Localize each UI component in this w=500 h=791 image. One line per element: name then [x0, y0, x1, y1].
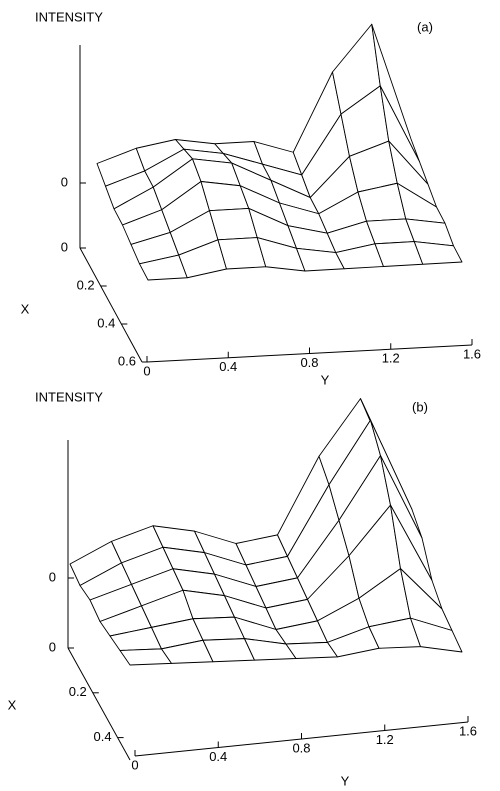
surface-cell — [413, 241, 463, 265]
x-axis-label: X — [8, 697, 17, 712]
y-tick-label: 0 — [143, 363, 150, 378]
z-tick-label: 0 — [49, 639, 56, 654]
y-tick-label: 1.2 — [382, 351, 400, 366]
y-tick-label: 1.6 — [459, 723, 477, 738]
y-tick-label: 1.2 — [376, 732, 394, 747]
x-axis — [67, 647, 131, 761]
z-tick-label: 0 — [61, 174, 68, 189]
z-axis-label: INTENSITY — [35, 389, 103, 404]
x-axis — [79, 247, 143, 363]
z-axis-label: INTENSITY — [35, 9, 103, 24]
y-tick-label: 0.4 — [209, 749, 227, 764]
y-axis-label: Y — [321, 372, 330, 387]
y-tick-label: 0.4 — [219, 359, 237, 374]
y-tick-label: 0.8 — [292, 740, 310, 755]
x-tick-label: 0.6 — [118, 353, 136, 368]
y-axis-label: Y — [341, 773, 350, 788]
surface-cell — [410, 617, 463, 653]
panel-label: (a) — [417, 19, 433, 34]
z-tick-label: 0 — [49, 569, 56, 584]
panel-label: (b) — [412, 399, 428, 414]
x-tick-label: 0.2 — [77, 277, 95, 292]
z-tick-label: 0 — [61, 239, 68, 254]
y-tick-label: 1.6 — [463, 346, 481, 361]
x-tick-label: 0.4 — [94, 729, 112, 744]
x-axis-label: X — [21, 301, 30, 316]
y-tick-label: 0.8 — [300, 355, 318, 370]
y-tick-label: 0 — [131, 757, 138, 772]
x-tick-label: 0.2 — [69, 684, 87, 699]
x-tick-label: 0.4 — [97, 315, 115, 330]
